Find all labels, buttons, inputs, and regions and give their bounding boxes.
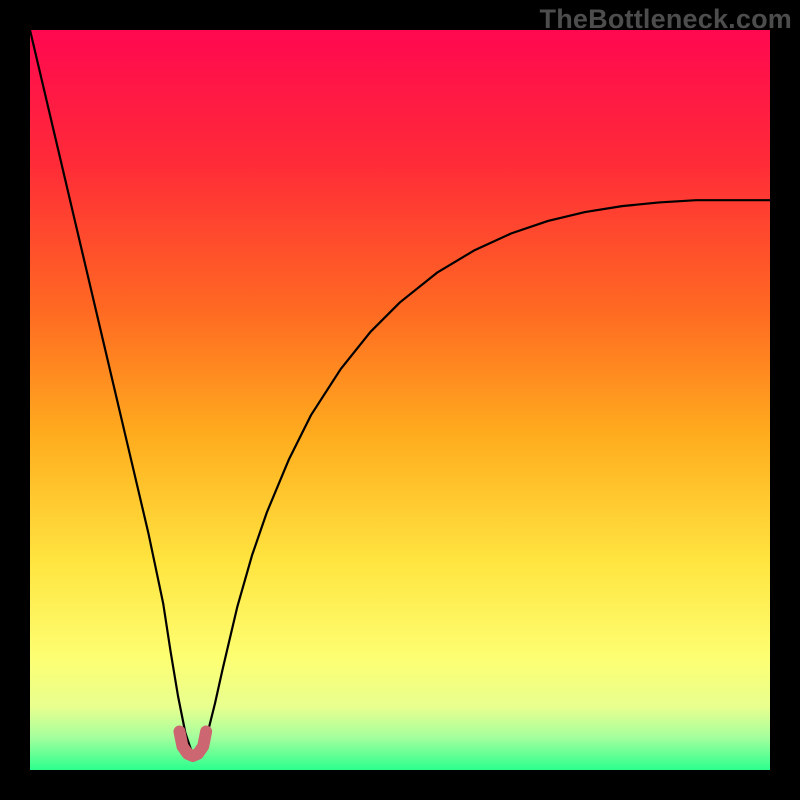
plot-area xyxy=(30,30,770,770)
gradient-background xyxy=(30,30,770,770)
plot-svg xyxy=(30,30,770,770)
figure-root: TheBottleneck.com xyxy=(0,0,800,800)
